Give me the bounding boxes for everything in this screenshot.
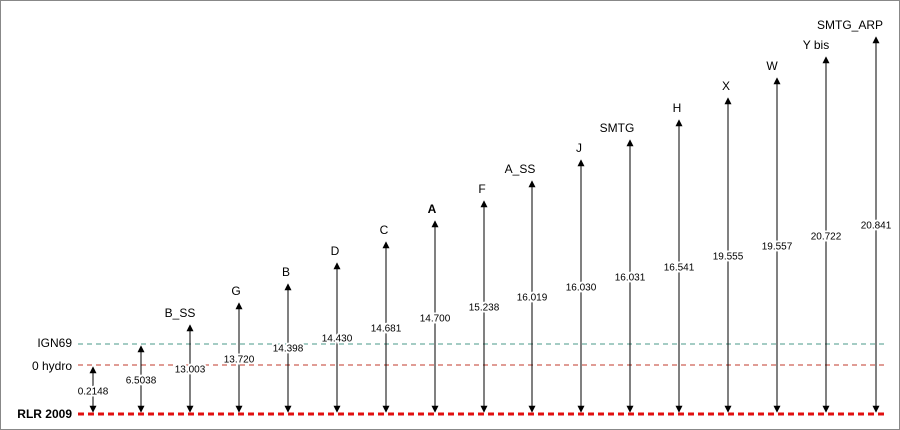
marker-value: 0.2148 <box>78 387 109 398</box>
marker-label: W <box>766 59 778 73</box>
marker-value: 14.398 <box>273 344 304 355</box>
marker-value: 16.019 <box>517 293 548 304</box>
marker-value: 14.700 <box>420 314 451 325</box>
marker-label: G <box>231 284 240 298</box>
marker-label: X <box>722 79 730 93</box>
marker-label: A_SS <box>505 162 536 176</box>
marker-value: 15.238 <box>469 303 500 314</box>
marker-value: 14.430 <box>322 334 353 345</box>
marker-label: SMTG_ARP <box>817 18 883 32</box>
marker-value: 16.031 <box>615 273 646 284</box>
marker-value: 14.681 <box>371 324 402 335</box>
marker-value: 20.841 <box>861 221 892 232</box>
level-label: IGN69 <box>37 336 72 350</box>
marker-label: H <box>673 101 682 115</box>
marker-label: A <box>428 202 437 216</box>
marker-value: 16.030 <box>566 283 597 294</box>
marker-label: B <box>282 265 290 279</box>
marker-label: Y bis <box>803 38 829 52</box>
marker-value: 13.720 <box>224 355 255 366</box>
marker-label: C <box>380 223 389 237</box>
marker-label: SMTG <box>600 121 635 135</box>
marker-label: F <box>478 182 485 196</box>
marker-value: 19.555 <box>713 252 744 263</box>
marker-label: B_SS <box>165 306 196 320</box>
marker-label: J <box>576 141 582 155</box>
marker-value: 13.003 <box>175 365 206 376</box>
level-label: RLR 2009 <box>17 407 72 421</box>
level-label: 0 hydro <box>32 359 72 373</box>
marker-value: 16.541 <box>664 263 695 274</box>
marker-value: 6.5038 <box>126 376 157 387</box>
marker-value: 20.722 <box>811 232 842 243</box>
marker-value: 19.557 <box>762 242 793 253</box>
marker-label: D <box>331 244 340 258</box>
